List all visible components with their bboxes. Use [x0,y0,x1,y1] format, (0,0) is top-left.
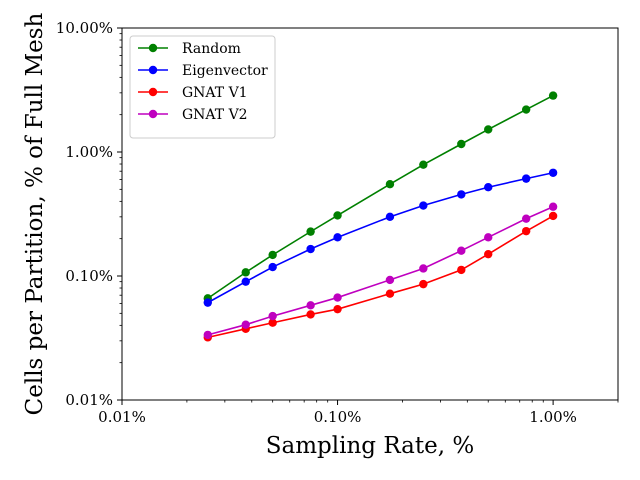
data-point-gnat-v1 [548,211,558,221]
legend-label: GNAT V2 [182,107,248,123]
data-point-eigenvector [268,262,277,272]
data-point-gnat-v2 [521,214,531,223]
legend-box [129,35,276,139]
legend-label: Eigenvector [182,63,268,79]
legend-marker [148,87,158,97]
series-random [203,91,558,303]
x-tick-label: 1.00% [529,408,577,426]
data-point-gnat-v2 [484,233,493,242]
data-point-random [548,91,558,100]
legend-item: GNAT V2 [138,107,248,123]
data-point-random [306,227,315,236]
data-point-eigenvector [306,244,315,254]
data-point-gnat-v2 [385,275,395,285]
series-gnat-v2 [203,202,558,340]
data-point-eigenvector [385,212,395,222]
data-point-random [419,160,428,169]
data-point-gnat-v1 [521,226,531,236]
data-point-gnat-v2 [241,320,250,329]
data-point-random [241,268,250,277]
data-point-eigenvector [548,168,558,177]
data-point-gnat-v2 [548,202,558,211]
data-point-eigenvector [521,174,531,183]
data-point-gnat-v1 [385,289,395,298]
data-point-gnat-v1 [333,304,342,314]
legend-item: Eigenvector [138,63,268,79]
data-point-random [521,105,531,114]
series-line-gnat-v1 [207,215,554,339]
plot-marks [203,91,558,342]
x-tick-label: 0.01% [98,408,146,426]
data-point-eigenvector [419,201,428,210]
series-gnat-v1 [203,211,558,342]
y-tick-label: 0.10% [65,267,113,285]
legend-label: Random [182,41,241,57]
legend-label: GNAT V1 [182,85,248,101]
y-tick-label: 1.00% [65,143,113,161]
y-tick-label: 0.01% [65,391,113,409]
data-point-eigenvector [203,298,212,307]
data-point-random [268,250,277,260]
legend-marker [148,43,158,53]
data-point-eigenvector [241,277,250,286]
data-point-gnat-v2 [203,330,212,340]
legend-item: GNAT V1 [138,85,248,101]
data-point-gnat-v2 [268,311,277,321]
data-point-eigenvector [457,190,466,199]
series-line-gnat-v2 [207,205,554,336]
data-point-gnat-v2 [333,293,342,302]
data-point-gnat-v1 [268,318,277,327]
y-axis-title: Cells per Partition, % of Full Mesh [22,12,48,415]
x-tick-label: 0.10% [314,408,362,426]
data-point-random [333,211,342,220]
legend-marker [148,65,158,75]
data-point-gnat-v2 [457,246,466,255]
data-point-random [484,125,493,134]
data-point-random [385,179,395,189]
y-tick-label: 10.00% [56,19,113,37]
plot-frame [121,27,619,401]
data-point-eigenvector [333,233,342,242]
series-eigenvector [203,168,558,307]
data-point-gnat-v1 [306,310,315,319]
legend-marker [148,109,158,119]
data-point-gnat-v1 [419,279,428,289]
data-point-gnat-v1 [484,249,493,259]
axis-ticks: 0.01% 0.10% 1.00% 0.01% 0.10% 1.00% 10.00% [56,19,619,426]
legend: Random Eigenvector GNAT V1 GNAT V2 [129,35,276,139]
data-point-gnat-v2 [419,264,428,273]
data-point-gnat-v2 [306,301,315,310]
data-point-random [457,139,466,149]
data-point-gnat-v1 [457,265,466,275]
legend-item: Random [138,41,241,57]
x-axis-title: Sampling Rate, % [266,433,474,459]
data-point-eigenvector [484,183,493,192]
